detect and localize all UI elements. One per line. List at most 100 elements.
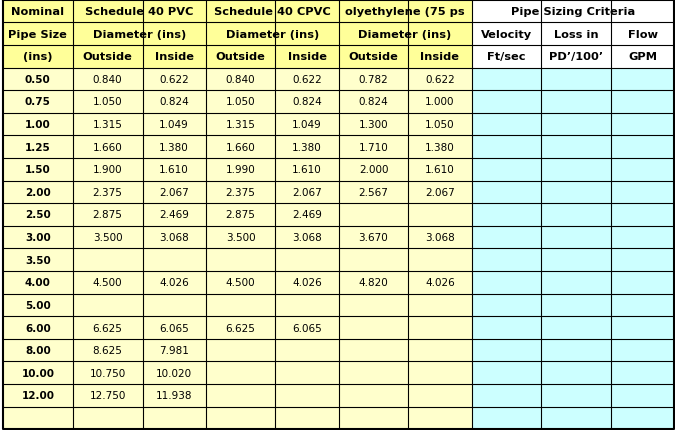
Text: 1.990: 1.990	[225, 165, 255, 175]
Bar	[611, 339, 674, 362]
Bar	[206, 384, 275, 407]
Text: Outside: Outside	[348, 52, 398, 62]
Text: 2.067: 2.067	[292, 187, 322, 197]
Bar	[408, 226, 472, 249]
Text: 2.875: 2.875	[225, 210, 256, 220]
Text: 4.500: 4.500	[225, 278, 255, 288]
Bar	[73, 339, 142, 362]
Bar	[541, 339, 611, 362]
Bar	[275, 384, 339, 407]
Bar	[541, 159, 611, 181]
Bar	[472, 384, 541, 407]
Bar	[275, 68, 339, 91]
Text: 1.380: 1.380	[425, 142, 455, 152]
Bar	[408, 68, 472, 91]
Bar	[73, 271, 142, 294]
Bar	[339, 159, 408, 181]
Text: Diameter (ins): Diameter (ins)	[358, 30, 452, 40]
Bar	[206, 23, 339, 46]
Bar	[472, 46, 541, 68]
Text: 1.25: 1.25	[25, 142, 51, 152]
Bar	[408, 249, 472, 271]
Text: 3.50: 3.50	[25, 255, 51, 265]
Bar	[339, 384, 408, 407]
Text: 4.026: 4.026	[292, 278, 322, 288]
Bar	[142, 46, 206, 68]
Bar	[541, 316, 611, 339]
Text: Schedule 40 PVC: Schedule 40 PVC	[85, 7, 194, 17]
Bar	[339, 407, 408, 429]
Bar	[275, 136, 339, 159]
Text: 2.567: 2.567	[358, 187, 389, 197]
Text: 4.026: 4.026	[159, 278, 189, 288]
Bar	[275, 46, 339, 68]
Text: Inside: Inside	[421, 52, 460, 62]
Text: 6.625: 6.625	[225, 323, 256, 333]
Bar	[206, 339, 275, 362]
Bar	[3, 114, 73, 136]
Bar	[142, 316, 206, 339]
Bar	[611, 294, 674, 316]
Bar	[142, 339, 206, 362]
Bar	[275, 114, 339, 136]
Text: 7.981: 7.981	[159, 345, 189, 355]
Bar	[206, 249, 275, 271]
Bar	[275, 339, 339, 362]
Text: 12.00: 12.00	[22, 390, 55, 400]
Bar	[472, 23, 541, 46]
Bar	[408, 384, 472, 407]
Bar	[3, 362, 73, 384]
Bar	[611, 362, 674, 384]
Bar	[206, 407, 275, 429]
Bar	[472, 316, 541, 339]
Bar	[3, 407, 73, 429]
Bar	[206, 159, 275, 181]
Text: 5.00: 5.00	[25, 300, 51, 310]
Bar	[541, 204, 611, 226]
Bar	[339, 181, 408, 204]
Bar	[142, 407, 206, 429]
Bar	[472, 339, 541, 362]
Bar	[408, 204, 472, 226]
Bar	[73, 249, 142, 271]
Bar	[142, 384, 206, 407]
Bar	[3, 23, 73, 46]
Text: 1.00: 1.00	[25, 120, 51, 130]
Text: 1.050: 1.050	[225, 97, 255, 107]
Bar	[73, 114, 142, 136]
Bar	[541, 249, 611, 271]
Bar	[611, 271, 674, 294]
Bar	[73, 407, 142, 429]
Bar	[541, 136, 611, 159]
Bar	[408, 181, 472, 204]
Bar	[206, 68, 275, 91]
Text: 2.375: 2.375	[225, 187, 256, 197]
Text: 1.049: 1.049	[292, 120, 322, 130]
Text: 1.610: 1.610	[159, 165, 189, 175]
Bar	[611, 316, 674, 339]
Bar	[541, 407, 611, 429]
Bar	[275, 249, 339, 271]
Text: 2.00: 2.00	[25, 187, 51, 197]
Bar	[541, 384, 611, 407]
Text: Diameter (ins): Diameter (ins)	[92, 30, 186, 40]
Bar	[3, 249, 73, 271]
Bar	[3, 316, 73, 339]
Bar	[73, 226, 142, 249]
Text: 2.469: 2.469	[159, 210, 189, 220]
Text: 0.622: 0.622	[425, 75, 455, 85]
Bar	[73, 316, 142, 339]
Bar	[3, 68, 73, 91]
Bar	[541, 114, 611, 136]
Bar	[73, 181, 142, 204]
Bar	[611, 384, 674, 407]
Bar	[541, 68, 611, 91]
Bar	[408, 339, 472, 362]
Text: 4.026: 4.026	[425, 278, 455, 288]
Bar	[541, 294, 611, 316]
Bar	[275, 316, 339, 339]
Bar	[3, 136, 73, 159]
Bar	[408, 294, 472, 316]
Bar	[472, 226, 541, 249]
Bar	[3, 226, 73, 249]
